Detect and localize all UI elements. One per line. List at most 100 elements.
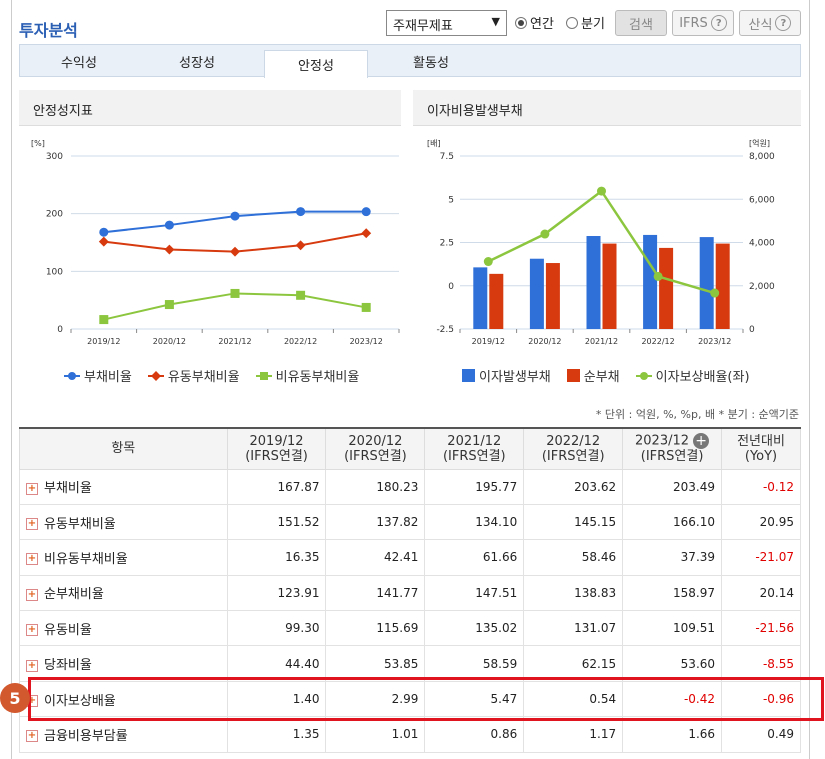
table-cell: 20.14	[721, 574, 801, 612]
x-tick-label: 2020/12	[153, 337, 186, 346]
legend-item[interactable]: 비유동부채비율	[255, 366, 360, 385]
row-label-text: 당좌비율	[44, 658, 92, 674]
y-axis-unit: [%]	[31, 139, 45, 148]
row-label[interactable]: + 당좌비율	[19, 645, 228, 682]
table-cell: 58.46	[523, 539, 624, 576]
table-cell: 5.47	[424, 680, 525, 718]
x-tick-label: 2023/12	[698, 337, 731, 346]
legend-item[interactable]: 유동부채비율	[147, 366, 240, 385]
row-label[interactable]: + 금융비용부담률	[19, 716, 228, 753]
help-icon: ?	[775, 15, 792, 31]
expand-plus-icon[interactable]: +	[26, 482, 38, 495]
row-label-text: 비유동부채비율	[44, 551, 128, 567]
series-current-liab-ratio-point	[295, 240, 306, 251]
radio-quarter[interactable]: 분기	[566, 13, 605, 32]
series-noncurrent-liab-ratio-point	[361, 302, 371, 312]
table-cell: 1.66	[622, 716, 723, 753]
tab-profitability[interactable]: 수익성	[61, 55, 97, 71]
expand-plus-icon[interactable]: +	[26, 730, 38, 743]
legend-item[interactable]: 순부채	[566, 366, 620, 385]
row-label-text: 유동비율	[44, 622, 92, 638]
row-label-text: 부채비율	[44, 481, 92, 497]
highlight-box	[28, 677, 824, 721]
y-tick-label-right: 4,000	[749, 239, 775, 249]
net-debt-bar	[545, 263, 560, 329]
ifrs-button[interactable]: IFRS ?	[672, 10, 734, 36]
tab-activity[interactable]: 활동성	[413, 55, 449, 71]
y-tick-label-right: 0	[749, 325, 755, 335]
interest-coverage-point	[597, 186, 606, 196]
expand-plus-icon[interactable]: +	[26, 624, 38, 637]
legend-item[interactable]: 부채비율	[64, 366, 132, 385]
interest-debt-chart: [배] [억원] 7.5 5 2.5 0 -2.5 8,000 6,000 4,000 2,000 0…	[427, 138, 775, 346]
step-badge: 5	[0, 683, 30, 713]
series-noncurrent-liab-ratio-point	[296, 290, 306, 300]
table-cell: 61.66	[424, 539, 525, 576]
tab-stability[interactable]: 안정성	[264, 50, 368, 78]
legend-item[interactable]: 이자발생부채	[462, 366, 551, 385]
series-current-liab-ratio-point	[361, 228, 372, 239]
statement-select[interactable]: 주재무제표 ▼	[386, 10, 507, 36]
formula-button[interactable]: 산식 ?	[739, 10, 801, 36]
stability-chart-title: 안정성지표	[19, 90, 401, 126]
search-button[interactable]: 검색	[615, 10, 667, 36]
table-cell: 147.51	[424, 574, 525, 612]
radio-checked-icon	[515, 16, 527, 29]
analysis-tabs: 수익성 성장성 안정성 활동성	[19, 44, 801, 78]
x-tick-label: 2021/12	[218, 337, 251, 346]
expand-plus-icon[interactable]: +	[26, 553, 38, 566]
table-cell: 134.10	[424, 503, 525, 541]
series-noncurrent-liab-ratio-point	[99, 315, 109, 325]
row-label[interactable]: + 유동부채비율	[19, 503, 228, 541]
table-row: + 부채비율 167.87 180.23 195.77 203.62 203.49 -0.12	[19, 468, 801, 505]
header-item: 항목	[19, 427, 228, 470]
table-cell: 138.83	[523, 574, 624, 612]
interest-coverage-point	[540, 229, 550, 239]
row-label-text: 금융비용부담률	[44, 728, 128, 744]
table-cell: -21.07	[721, 539, 801, 576]
legend-label: 비유동부채비율	[275, 370, 360, 385]
y-tick-label: 0	[57, 325, 63, 335]
x-tick-label: 2021/12	[585, 337, 618, 346]
row-label-text: 유동부채비율	[44, 516, 116, 532]
unit-note: * 단위 : 억원, %, %p, 배 * 분기 : 순액기준	[595, 408, 799, 421]
interest-bearing-debt-bar	[586, 236, 601, 329]
row-label[interactable]: + 순부채비율	[19, 574, 228, 612]
table-cell: 131.07	[523, 610, 624, 647]
legend-item[interactable]: 이자보상배율(좌)	[635, 366, 750, 385]
net-debt-bar	[489, 273, 504, 329]
net-debt-bar	[659, 247, 674, 329]
row-label[interactable]: + 유동비율	[19, 610, 228, 647]
table-cell: 16.35	[226, 539, 327, 576]
interest-debt-chart-title: 이자비용발생부채	[413, 90, 801, 126]
table-cell: -8.55	[721, 645, 801, 682]
radio-quarter-label: 분기	[581, 17, 605, 32]
header-2019: 2019/12 (IFRS연결)	[226, 427, 327, 470]
interest-coverage-point	[483, 257, 493, 267]
table-cell: -21.56	[721, 610, 801, 647]
table-row: + 비유동부채비율 16.35 42.41 61.66 58.46 37.39 -21.07	[19, 539, 801, 576]
series-current-liab-ratio-point	[230, 246, 240, 257]
y-tick-label: 200	[46, 210, 63, 220]
table-row: + 순부채비율 123.91 141.77 147.51 138.83 158.97 20.1…	[19, 574, 801, 612]
row-label[interactable]: + 부채비율	[19, 468, 228, 505]
stability-table: 항목 2019/12 (IFRS연결) 2020/12 (IFRS연결) 2021/…	[19, 427, 801, 753]
row-label[interactable]: + 비유동부채비율	[19, 539, 228, 576]
expand-plus-icon[interactable]: +	[26, 659, 38, 672]
table-cell: 1.40	[226, 680, 327, 718]
radio-annual[interactable]: 연간	[515, 13, 554, 32]
search-button-label: 검색	[629, 17, 653, 33]
expand-plus-icon[interactable]: +	[693, 433, 710, 450]
tab-growth[interactable]: 성장성	[179, 55, 215, 71]
series-debt-ratio-point	[164, 220, 174, 230]
table-cell: 203.49	[622, 468, 723, 505]
table-cell: 0.49	[721, 716, 801, 753]
table-cell: 44.40	[226, 645, 327, 682]
legend-label: 순부채	[583, 370, 620, 385]
series-current-liab-ratio-point	[98, 236, 109, 247]
expand-plus-icon[interactable]: +	[26, 588, 38, 601]
series-debt-ratio-point	[296, 207, 306, 217]
row-label-text: 이자보상배율	[44, 693, 116, 709]
expand-plus-icon[interactable]: +	[26, 518, 38, 531]
legend-label: 유동부채비율	[167, 370, 240, 385]
